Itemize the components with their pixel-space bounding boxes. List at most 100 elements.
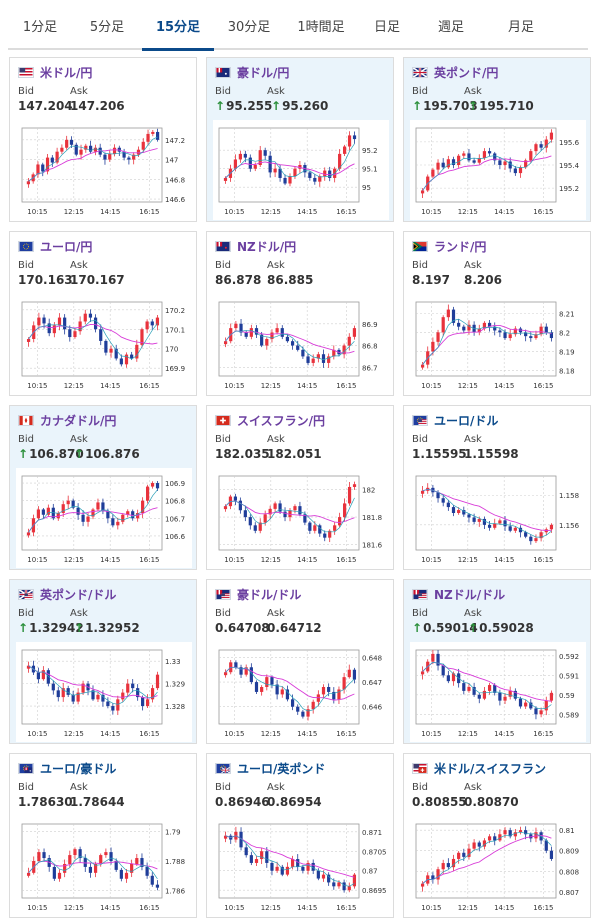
candle-body: [306, 356, 310, 363]
candlestick-chart[interactable]: 106.9 106.8 106.7 106.6 10:15 12:15 14:15 16:15: [16, 468, 192, 568]
tab-5[interactable]: 1時間足: [297, 20, 345, 35]
pair-link[interactable]: スイスフラン/円: [237, 413, 326, 428]
candle-body: [446, 309, 450, 318]
candle-body: [477, 518, 481, 522]
candle-body: [248, 517, 252, 526]
pair-link[interactable]: カナダドル/円: [40, 413, 117, 428]
pair-link[interactable]: ユーロ/円: [40, 239, 93, 254]
tab-3[interactable]: 15分足: [142, 8, 214, 51]
candle-body: [503, 520, 507, 527]
candlestick-chart[interactable]: 0.871 0.8705 0.87 0.8695 10:15 12:15 14:15 16:1…: [213, 816, 389, 916]
pair-link[interactable]: 米ドル/円: [40, 65, 93, 80]
candle-body: [487, 524, 492, 528]
tab-2[interactable]: 5分足: [89, 20, 125, 35]
y-tick-label: 182: [362, 487, 375, 495]
candle-body: [301, 711, 305, 717]
ask-label: Ask: [70, 86, 88, 97]
x-tick-label: 10:15: [224, 730, 244, 738]
ask-number: 1.78644: [70, 795, 125, 809]
candle-body: [298, 165, 302, 169]
candle-body: [301, 866, 305, 871]
moving-average-long: [422, 155, 552, 191]
candle-body: [248, 157, 252, 169]
candlestick-chart[interactable]: 0.648 0.647 0.646 10:15 12:15 14:15 16:15: [213, 642, 389, 742]
candlestick-chart[interactable]: 1.158 1.156 10:15 12:15 14:15 16:15: [410, 468, 586, 568]
candle-body: [106, 511, 110, 519]
candlestick-chart[interactable]: 86.9 86.8 86.7 10:15 12:15 14:15 16:15: [213, 294, 389, 394]
pair-link[interactable]: ユーロ/豪ドル: [40, 761, 117, 776]
candle-body: [104, 852, 108, 856]
tab-7[interactable]: 週足: [437, 20, 464, 35]
ask-value: 147.206: [70, 99, 125, 113]
pair-link[interactable]: 英ポンド/ドル: [40, 587, 117, 602]
candle-body: [321, 874, 326, 879]
candle-body: [119, 869, 123, 879]
rate-card-audusd: 豪ドル/ドル Bid Ask 0.64708 0.64712 0.648 0.647 0.64…: [206, 579, 394, 744]
candlestick-chart[interactable]: 8.21 8.2 8.19 8.18 10:15 12:15 14:15 16:15: [410, 294, 586, 394]
candle-body: [41, 509, 45, 515]
bid-number: 86.878: [215, 273, 262, 287]
pair-link[interactable]: 米ドル/スイスフラン: [434, 761, 547, 776]
pair-link[interactable]: NZドル/円: [237, 239, 297, 254]
candlestick-chart[interactable]: 195.6 195.4 195.2 10:15 12:15 14:15 16:15: [410, 120, 586, 220]
bid-label: Bid: [215, 608, 231, 619]
candle-body: [290, 699, 295, 707]
bid-number: 1.15595: [412, 447, 467, 461]
x-tick-label: 10:15: [27, 382, 47, 390]
x-tick-label: 14:15: [100, 382, 120, 390]
rate-card-usdchf: 米ドル/スイスフラン Bid Ask 0.80855 0.80870 0.81 0.809 0…: [403, 753, 591, 918]
candlestick-chart[interactable]: 1.79 1.788 1.786 10:15 12:15 14:15 16:15: [16, 816, 192, 916]
candle-body: [323, 170, 327, 177]
chart-svg: 1.33 1.329 1.328 10:15 12:15 14:15 16:15: [21, 649, 185, 738]
y-tick-label: 195.6: [559, 139, 580, 147]
candle-body: [487, 836, 492, 841]
bid-number: 0.64708: [215, 621, 270, 635]
za-flag-icon: [412, 240, 428, 252]
pair-link[interactable]: 英ポンド/円: [434, 65, 499, 80]
pair-link[interactable]: NZドル/ドル: [434, 587, 506, 602]
tab-8[interactable]: 月足: [507, 20, 534, 35]
pair-link[interactable]: 豪ドル/円: [237, 65, 290, 80]
x-tick-label: 12:15: [64, 556, 84, 564]
candlestick-chart[interactable]: 170.2 170.1 170 169.9 10:15 12:15 14:15 16:15: [16, 294, 192, 394]
candle-body: [338, 517, 342, 526]
candlestick-chart[interactable]: 0.81 0.809 0.808 0.807 10:15 12:15 14:15 16:15: [410, 816, 586, 916]
x-tick-label: 16:15: [139, 208, 159, 216]
candlestick-chart[interactable]: 0.592 0.591 0.59 0.589 10:15 12:15 14:15 16:15: [410, 642, 586, 742]
pair-link[interactable]: ユーロ/英ポンド: [237, 761, 326, 776]
candle-body: [467, 324, 471, 331]
tab-6[interactable]: 日足: [373, 20, 400, 35]
x-tick-label: 16:15: [336, 208, 356, 216]
candlestick-chart[interactable]: 1.33 1.329 1.328 10:15 12:15 14:15 16:15: [16, 642, 192, 742]
candle-body: [508, 690, 512, 697]
y-tick-label: 0.591: [559, 672, 579, 680]
pair-link[interactable]: 豪ドル/ドル: [237, 587, 302, 602]
plot-frame: [218, 649, 360, 725]
candle-body: [508, 161, 512, 169]
candlestick-chart[interactable]: 147.2 147 146.8 146.6 10:15 12:15 14:15 16:15: [16, 120, 192, 220]
candle-body: [249, 855, 253, 863]
candle-body: [290, 341, 295, 346]
candle-body: [534, 832, 538, 839]
candle-body: [223, 506, 228, 510]
y-tick-label: 0.87: [362, 868, 378, 876]
candle-body: [487, 151, 492, 154]
candlestick-chart[interactable]: 182 181.8 181.6 10:15 12:15 14:15 16:15: [213, 468, 389, 568]
moving-average-short: [225, 329, 355, 361]
y-tick-label: 86.9: [362, 321, 378, 329]
pair-link[interactable]: ユーロ/ドル: [434, 413, 499, 428]
x-tick-label: 10:15: [27, 208, 47, 216]
card-header: 豪ドル/円: [215, 63, 289, 81]
bid-label: Bid: [215, 260, 231, 271]
tab-1[interactable]: 1分足: [22, 20, 58, 35]
pair-link[interactable]: ランド/円: [434, 239, 487, 254]
tab-4[interactable]: 30分足: [227, 20, 271, 35]
x-tick-label: 10:15: [421, 208, 441, 216]
x-tick-label: 14:15: [100, 730, 120, 738]
candle-body: [539, 710, 543, 715]
ca-flag-icon: [18, 414, 34, 426]
y-tick-label: 95.1: [362, 166, 378, 174]
x-tick-label: 10:15: [27, 730, 47, 738]
candlestick-chart[interactable]: 95.2 95.1 95 10:15 12:15 14:15 16:15: [213, 120, 389, 220]
candle-body: [321, 354, 326, 363]
